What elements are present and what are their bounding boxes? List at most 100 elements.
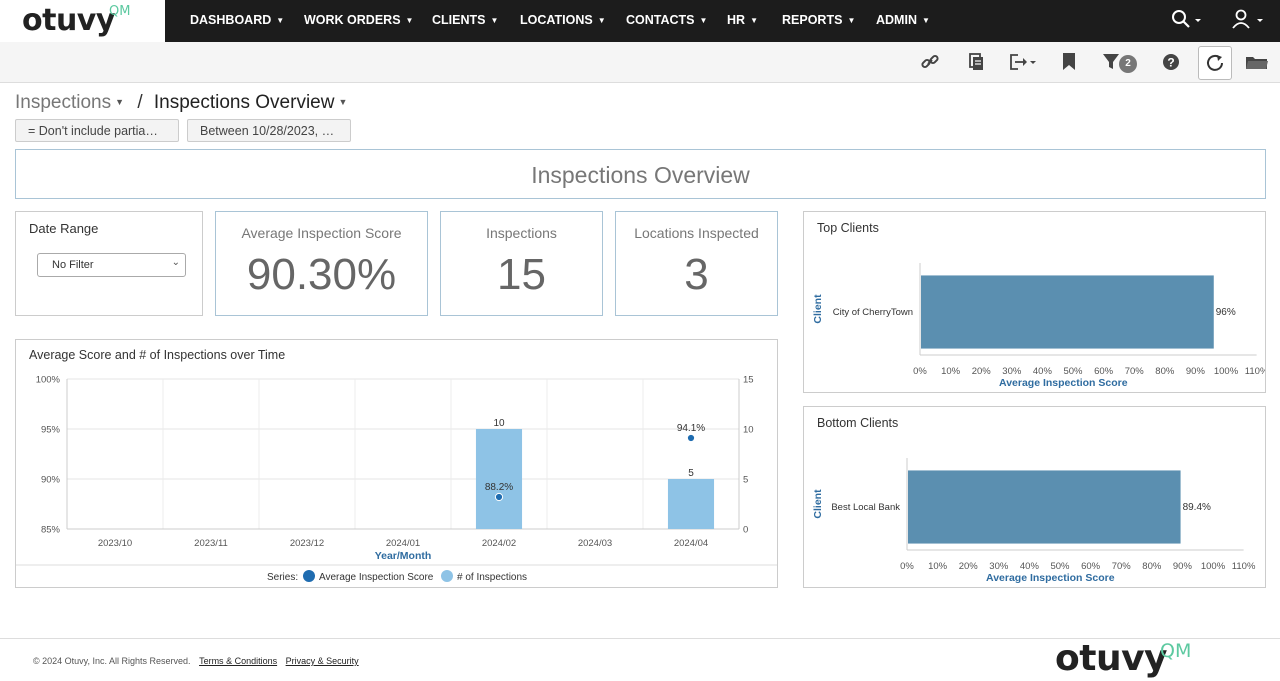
x-tick-label: 90% [1186,366,1206,377]
x-tick-label: 40% [1033,366,1053,377]
bar [921,275,1214,349]
x-tick-label: 10% [928,561,948,572]
banner-title: Inspections Overview [531,162,750,188]
nav-clients[interactable]: CLIENTS ▼ [432,13,498,27]
filter-chip-partial[interactable]: = Don't include partia… [15,119,179,142]
y-left-tick-label: 95% [41,425,61,436]
bar-value-label: 96% [1216,307,1236,318]
nav-dashboard[interactable]: DASHBOARD ▼ [190,13,284,27]
score-over-time-chart: Average Score and # of Inspections over … [16,348,777,583]
caret-down-icon: ▼ [847,16,856,25]
nav-label: HR [727,13,746,27]
kpi-value: 90.30% [246,250,397,299]
point-value-label: 94.1% [677,423,705,434]
legend-label-score: Average Inspection Score [319,572,434,583]
nav-label: ADMIN [876,13,917,27]
nav-label: CONTACTS [626,13,695,27]
y-right-tick-label: 10 [743,425,754,436]
export-icon[interactable] [1009,52,1037,77]
nav-label: LOCATIONS [520,13,593,27]
date-range-select[interactable]: No Filter ⌄ [37,253,186,277]
privacy-link[interactable]: Privacy & Security [285,656,359,666]
link-icon[interactable] [920,52,940,77]
x-tick-label: 50% [1063,366,1083,377]
x-tick-label: 20% [959,561,979,572]
x-tick-label: 2023/11 [194,538,228,549]
breadcrumb-parent-label: Inspections [15,92,112,113]
y-axis-title: Client [812,489,824,519]
top-nav: otuvy QM DASHBOARD ▼ WORK ORDERS ▼ CLIENTS… [0,0,1280,42]
caret-down-icon: ▼ [490,16,499,25]
nav-label: REPORTS [782,13,843,27]
nav-reports[interactable]: REPORTS ▼ [782,13,855,27]
y-left-tick-label: 90% [41,475,61,486]
x-tick-label: 10% [941,366,961,377]
bar-value-label: 5 [688,468,694,479]
caret-down-icon: ▼ [750,16,758,25]
x-tick-label: 80% [1155,366,1175,377]
terms-link[interactable]: Terms & Conditions [199,656,278,666]
kpi-value: 15 [497,250,546,299]
nav-hr[interactable]: HR ▼ [727,13,758,27]
bottom-clients-chart: Bottom Clients 0% 10% 20% 30% 40% 50% 60% 70% 80… [812,416,1256,584]
x-tick-label: 80% [1142,561,1162,572]
svg-text:?: ? [1167,56,1174,70]
nav-work-orders[interactable]: WORK ORDERS ▼ [304,13,413,27]
x-tick-label: 60% [1081,561,1101,572]
bar [475,429,523,529]
refresh-icon[interactable] [1198,46,1232,80]
x-tick-label: 2024/04 [674,538,708,549]
x-axis-title: Average Inspection Score [999,377,1128,389]
caret-down-icon: ▼ [115,97,125,107]
logo-text: otuvy [22,3,115,38]
kpi-title: Locations Inspected [634,225,759,241]
filter-chip-date[interactable]: Between 10/28/2023, … [187,119,351,142]
nav-contacts[interactable]: CONTACTS ▼ [626,13,707,27]
bookmark-icon[interactable] [1062,52,1076,77]
y-right-tick-label: 0 [743,525,748,536]
score-over-time-card: Average Score and # of Inspections over … [15,339,778,588]
filter-icon[interactable] [1102,52,1120,77]
help-icon[interactable]: ? [1162,52,1180,77]
x-tick-label: 60% [1094,366,1114,377]
top-clients-chart: Top Clients 0% 10% 20% 30% 40% 50% 60% 70% 80% 90… [812,221,1269,389]
nav-locations[interactable]: LOCATIONS ▼ [520,13,606,27]
caret-down-icon: ▼ [405,16,414,25]
brand-logo[interactable]: otuvy QM [0,0,165,42]
breadcrumb-current[interactable]: Inspections Overview ▼ [154,92,348,113]
x-tick-label: 2023/12 [290,538,324,549]
kpi-avg-score: Average Inspection Score 90.30% [215,211,428,316]
date-range-card: Date Range No Filter ⌄ [15,211,203,316]
breadcrumb-parent[interactable]: Inspections ▼ [15,92,124,113]
x-tick-label: 30% [989,561,1009,572]
x-axis-title: Average Inspection Score [986,572,1115,584]
nav-admin[interactable]: ADMIN ▼ [876,13,930,27]
caret-down-icon: ▼ [921,16,930,25]
x-tick-label: 100% [1214,366,1239,377]
dashboard-banner: Inspections Overview [15,149,1266,199]
user-icon[interactable] [1231,9,1265,36]
point-value-label: 88.2% [485,482,513,493]
footer-divider [0,638,1280,639]
x-tick-label: 30% [1002,366,1022,377]
footer-logo: otuvy [1055,638,1168,679]
y-left-tick-label: 100% [36,375,61,386]
date-range-selected: No Filter [52,259,94,271]
filter-count-badge: 2 [1119,55,1137,73]
folder-icon[interactable] [1245,52,1269,77]
nav-label: DASHBOARD [190,13,272,27]
footer: © 2024 Otuvy, Inc. All Rights Reserved. … [33,656,359,666]
nav-label: CLIENTS [432,13,486,27]
caret-down-icon: ▼ [276,16,285,25]
x-tick-label: 100% [1201,561,1226,572]
chevron-down-icon: ⌄ [171,257,180,268]
category-label: City of CherryTown [833,307,913,318]
score-point [686,433,696,443]
footer-logo-suffix: QM [1160,640,1192,662]
caret-down-icon: ▼ [699,16,708,25]
copy-icon[interactable] [968,52,986,77]
bar [667,479,715,529]
search-icon[interactable] [1171,9,1201,36]
x-tick-label: 20% [972,366,992,377]
breadcrumb-separator: / [137,92,143,113]
